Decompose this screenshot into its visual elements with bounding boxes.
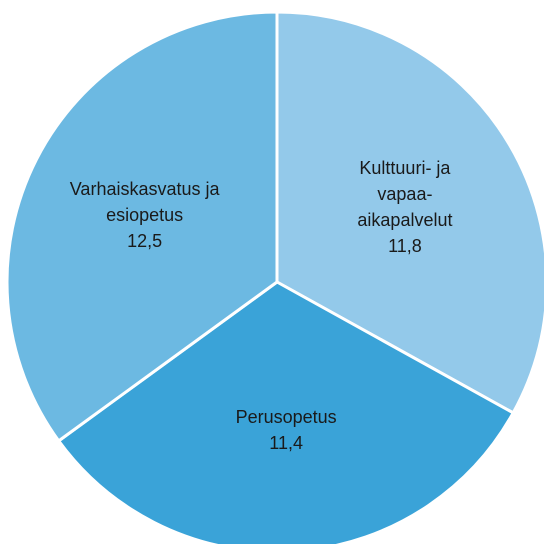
pie-slice (56, 280, 516, 544)
category-label: Varhaiskasvatus ja esiopetus (69, 178, 220, 225)
category-label: Perusopetus (235, 407, 337, 428)
slice-label: Kulttuuri- ja vapaa-aikapalvelut 11,8 (337, 155, 472, 259)
category-label: Kulttuuri- ja vapaa-aikapalvelut (357, 157, 453, 230)
pie-slice (5, 10, 279, 443)
pie-slice (275, 10, 544, 415)
value-label: 11,4 (269, 433, 303, 454)
value-label: 12,5 (127, 230, 163, 251)
value-label: 11,8 (388, 235, 422, 256)
slice-label: Perusopetus 11,4 (211, 404, 361, 456)
slice-label: Varhaiskasvatus ja esiopetus 12,5 (67, 176, 222, 254)
